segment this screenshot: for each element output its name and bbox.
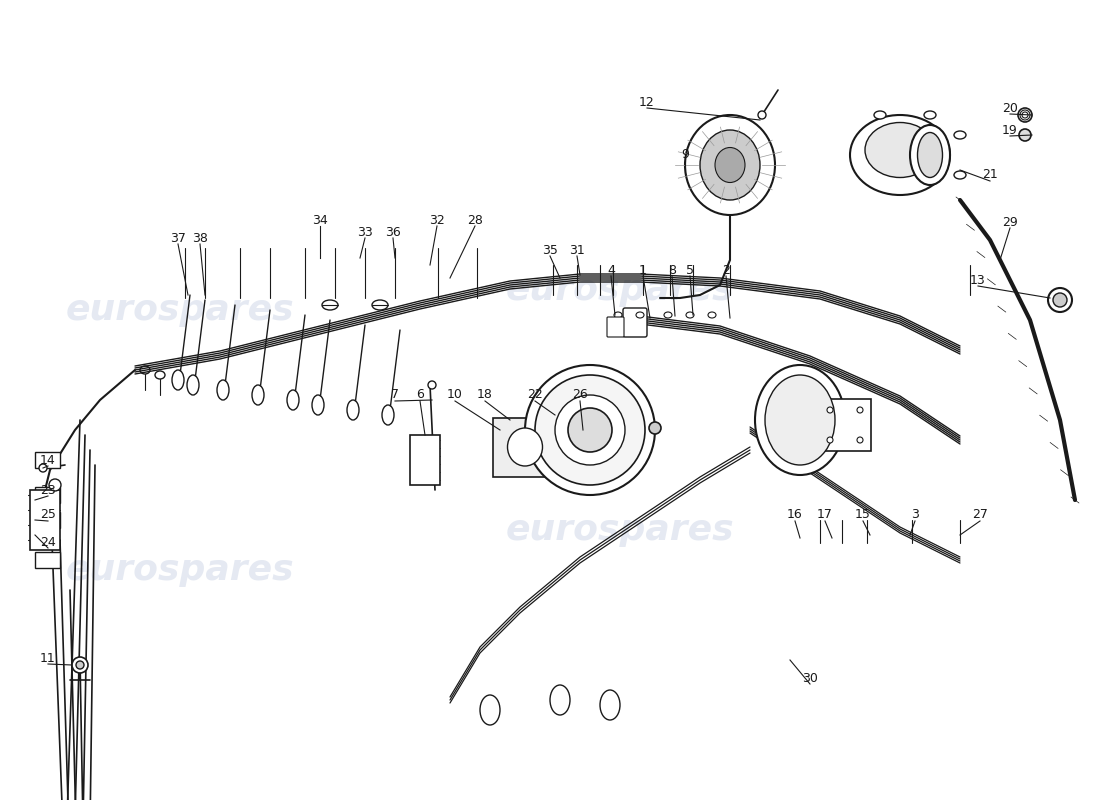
Ellipse shape (850, 115, 950, 195)
Ellipse shape (874, 111, 886, 119)
Text: eurospares: eurospares (66, 553, 295, 587)
Text: 1: 1 (639, 263, 647, 277)
Circle shape (535, 375, 645, 485)
Text: 31: 31 (569, 243, 585, 257)
FancyBboxPatch shape (623, 308, 647, 337)
Text: 28: 28 (468, 214, 483, 226)
FancyBboxPatch shape (820, 399, 871, 451)
Text: 3: 3 (911, 509, 918, 522)
Ellipse shape (346, 400, 359, 420)
Circle shape (428, 381, 436, 389)
Text: eurospares: eurospares (506, 273, 735, 307)
Text: 15: 15 (855, 509, 871, 522)
Text: 34: 34 (312, 214, 328, 226)
Circle shape (649, 422, 661, 434)
Ellipse shape (550, 685, 570, 715)
Text: 32: 32 (429, 214, 444, 226)
Text: 14: 14 (40, 454, 56, 466)
Ellipse shape (910, 125, 950, 185)
Circle shape (568, 408, 612, 452)
Ellipse shape (755, 365, 845, 475)
Ellipse shape (187, 375, 199, 395)
Circle shape (72, 657, 88, 673)
Ellipse shape (480, 695, 501, 725)
Ellipse shape (507, 428, 542, 466)
Bar (35, 512, 60, 528)
Ellipse shape (600, 690, 620, 720)
Text: 20: 20 (1002, 102, 1018, 114)
Ellipse shape (865, 122, 935, 178)
Ellipse shape (382, 405, 394, 425)
Text: 23: 23 (40, 483, 56, 497)
Text: 27: 27 (972, 509, 988, 522)
Text: eurospares: eurospares (506, 513, 735, 547)
Ellipse shape (917, 133, 943, 178)
Circle shape (827, 437, 833, 443)
Ellipse shape (715, 147, 745, 182)
Bar (30, 490, 60, 550)
Circle shape (39, 464, 47, 472)
Circle shape (76, 661, 84, 669)
Text: 36: 36 (385, 226, 400, 238)
Circle shape (1018, 108, 1032, 122)
Text: 7: 7 (390, 389, 399, 402)
Text: 6: 6 (416, 389, 424, 402)
Text: 18: 18 (477, 389, 493, 402)
Text: 9: 9 (681, 149, 689, 162)
Ellipse shape (287, 390, 299, 410)
Ellipse shape (764, 375, 835, 465)
Bar (35, 487, 60, 503)
Text: 2: 2 (722, 263, 730, 277)
Text: 30: 30 (802, 671, 818, 685)
Bar (35, 552, 60, 568)
Circle shape (50, 479, 60, 491)
Circle shape (758, 111, 766, 119)
Text: 21: 21 (982, 169, 998, 182)
Circle shape (857, 437, 864, 443)
Text: 26: 26 (572, 389, 587, 402)
Text: 13: 13 (970, 274, 986, 286)
Text: 17: 17 (817, 509, 833, 522)
Bar (410, 435, 440, 485)
Text: 5: 5 (686, 263, 694, 277)
Text: 29: 29 (1002, 215, 1018, 229)
Circle shape (827, 407, 833, 413)
Text: 8: 8 (668, 263, 676, 277)
Ellipse shape (172, 370, 184, 390)
Ellipse shape (217, 380, 229, 400)
Ellipse shape (924, 111, 936, 119)
Ellipse shape (700, 130, 760, 200)
Text: 22: 22 (527, 389, 543, 402)
Text: 33: 33 (358, 226, 373, 238)
Text: 4: 4 (607, 263, 615, 277)
Circle shape (556, 395, 625, 465)
Text: 38: 38 (192, 231, 208, 245)
Text: 16: 16 (788, 509, 803, 522)
FancyBboxPatch shape (607, 317, 624, 337)
Text: 24: 24 (40, 535, 56, 549)
FancyBboxPatch shape (493, 418, 557, 477)
Ellipse shape (954, 131, 966, 139)
Circle shape (1019, 129, 1031, 141)
Text: 37: 37 (170, 231, 186, 245)
Text: eurospares: eurospares (66, 293, 295, 327)
Ellipse shape (252, 385, 264, 405)
Bar (35, 452, 60, 468)
Ellipse shape (954, 171, 966, 179)
Text: 11: 11 (40, 651, 56, 665)
Circle shape (857, 407, 864, 413)
Circle shape (1048, 288, 1072, 312)
Ellipse shape (685, 115, 775, 215)
Text: 12: 12 (639, 95, 654, 109)
Circle shape (525, 365, 654, 495)
Text: 10: 10 (447, 389, 463, 402)
Circle shape (1053, 293, 1067, 307)
Ellipse shape (312, 395, 324, 415)
Text: 19: 19 (1002, 123, 1018, 137)
Text: 25: 25 (40, 509, 56, 522)
Text: 35: 35 (542, 243, 558, 257)
